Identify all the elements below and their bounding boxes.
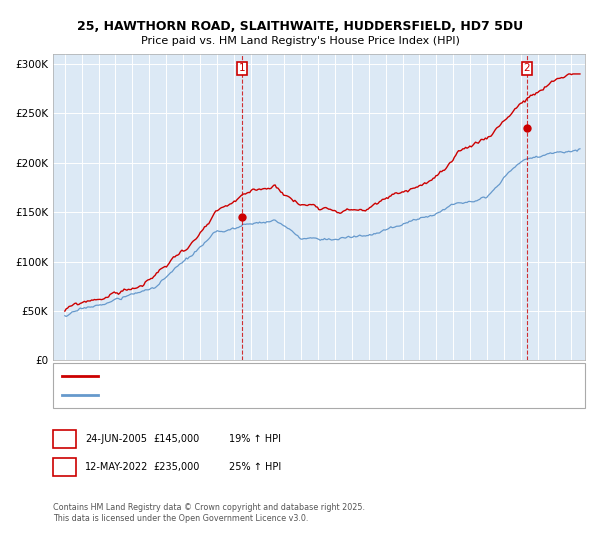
- Text: 2: 2: [61, 462, 68, 472]
- Text: £235,000: £235,000: [154, 462, 200, 472]
- Text: Price paid vs. HM Land Registry's House Price Index (HPI): Price paid vs. HM Land Registry's House …: [140, 36, 460, 46]
- Text: HPI: Average price, semi-detached house, Kirklees: HPI: Average price, semi-detached house,…: [104, 391, 344, 400]
- Text: 19% ↑ HPI: 19% ↑ HPI: [229, 434, 281, 444]
- Text: 25, HAWTHORN ROAD, SLAITHWAITE, HUDDERSFIELD, HD7 5DU (semi-detached house): 25, HAWTHORN ROAD, SLAITHWAITE, HUDDERSF…: [104, 371, 520, 380]
- Text: 24-JUN-2005: 24-JUN-2005: [85, 434, 147, 444]
- Text: 25% ↑ HPI: 25% ↑ HPI: [229, 462, 281, 472]
- Text: 25, HAWTHORN ROAD, SLAITHWAITE, HUDDERSFIELD, HD7 5DU: 25, HAWTHORN ROAD, SLAITHWAITE, HUDDERSF…: [77, 20, 523, 32]
- Text: £145,000: £145,000: [154, 434, 200, 444]
- Text: 2: 2: [524, 63, 530, 73]
- Text: 12-MAY-2022: 12-MAY-2022: [85, 462, 148, 472]
- Text: 1: 1: [61, 434, 68, 444]
- Text: 1: 1: [238, 63, 245, 73]
- Text: Contains HM Land Registry data © Crown copyright and database right 2025.
This d: Contains HM Land Registry data © Crown c…: [53, 503, 365, 522]
